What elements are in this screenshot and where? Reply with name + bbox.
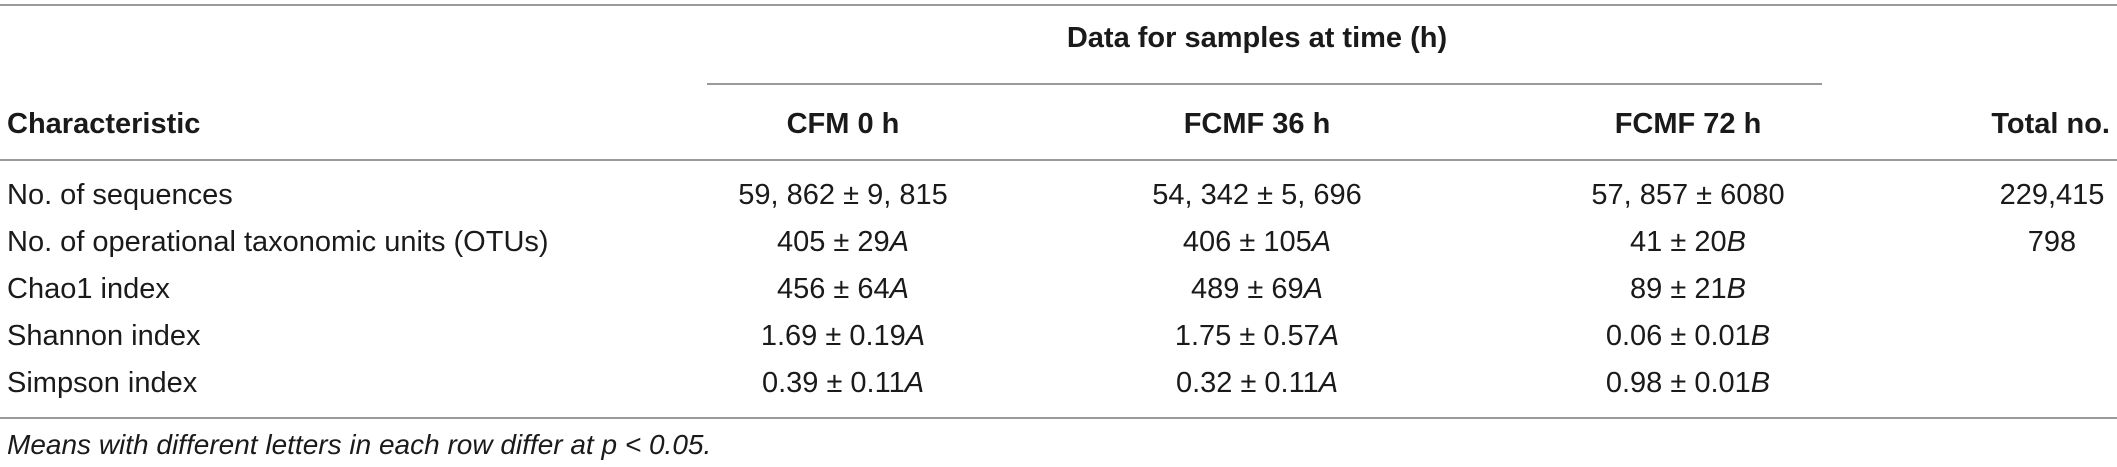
bottom-rule [0,417,2117,419]
header-fcmf-72h: FCMF 72 h [1614,108,1762,140]
group-header: Data for samples at time (h) [1066,22,1448,54]
header-rule [0,159,2117,161]
cell-fcmf-72h: 89 ± 21B [1630,273,1746,305]
header-total: Total no. [1991,108,2110,140]
header-cfm-0h: CFM 0 h [786,108,900,140]
cell-fcmf-36h: 0.32 ± 0.11A [1175,367,1339,399]
cell-fcmf-72h: 57, 857 ± 6080 [1591,179,1785,211]
cell-cfm-0h: 405 ± 29A [776,226,910,258]
cell-cfm-0h: 456 ± 64A [776,273,910,305]
header-characteristic: Characteristic [7,108,201,140]
cell-total: 229,415 [1999,179,2105,211]
row-label: Simpson index [7,367,198,399]
top-rule [0,4,2117,6]
table-footnote: Means with different letters in each row… [7,429,712,460]
cell-fcmf-36h: 489 ± 69A [1190,273,1324,305]
cell-fcmf-72h: 0.98 ± 0.01B [1605,367,1771,399]
row-label: No. of sequences [7,179,233,211]
cell-total: 798 [2027,226,2077,258]
cell-fcmf-72h: 41 ± 20B [1630,226,1746,258]
row-label: No. of operational taxonomic units (OTUs… [7,226,549,258]
group-header-rule [707,83,1822,85]
cell-cfm-0h: 59, 862 ± 9, 815 [738,179,948,211]
cell-cfm-0h: 0.39 ± 0.11A [761,367,925,399]
cell-fcmf-36h: 1.75 ± 0.57A [1174,320,1340,352]
cell-fcmf-36h: 406 ± 105A [1182,226,1332,258]
cell-fcmf-72h: 0.06 ± 0.01B [1605,320,1771,352]
header-fcmf-36h: FCMF 36 h [1183,108,1331,140]
row-label: Chao1 index [7,273,170,305]
cell-cfm-0h: 1.69 ± 0.19A [760,320,926,352]
cell-fcmf-36h: 54, 342 ± 5, 696 [1152,179,1362,211]
row-label: Shannon index [7,320,201,352]
